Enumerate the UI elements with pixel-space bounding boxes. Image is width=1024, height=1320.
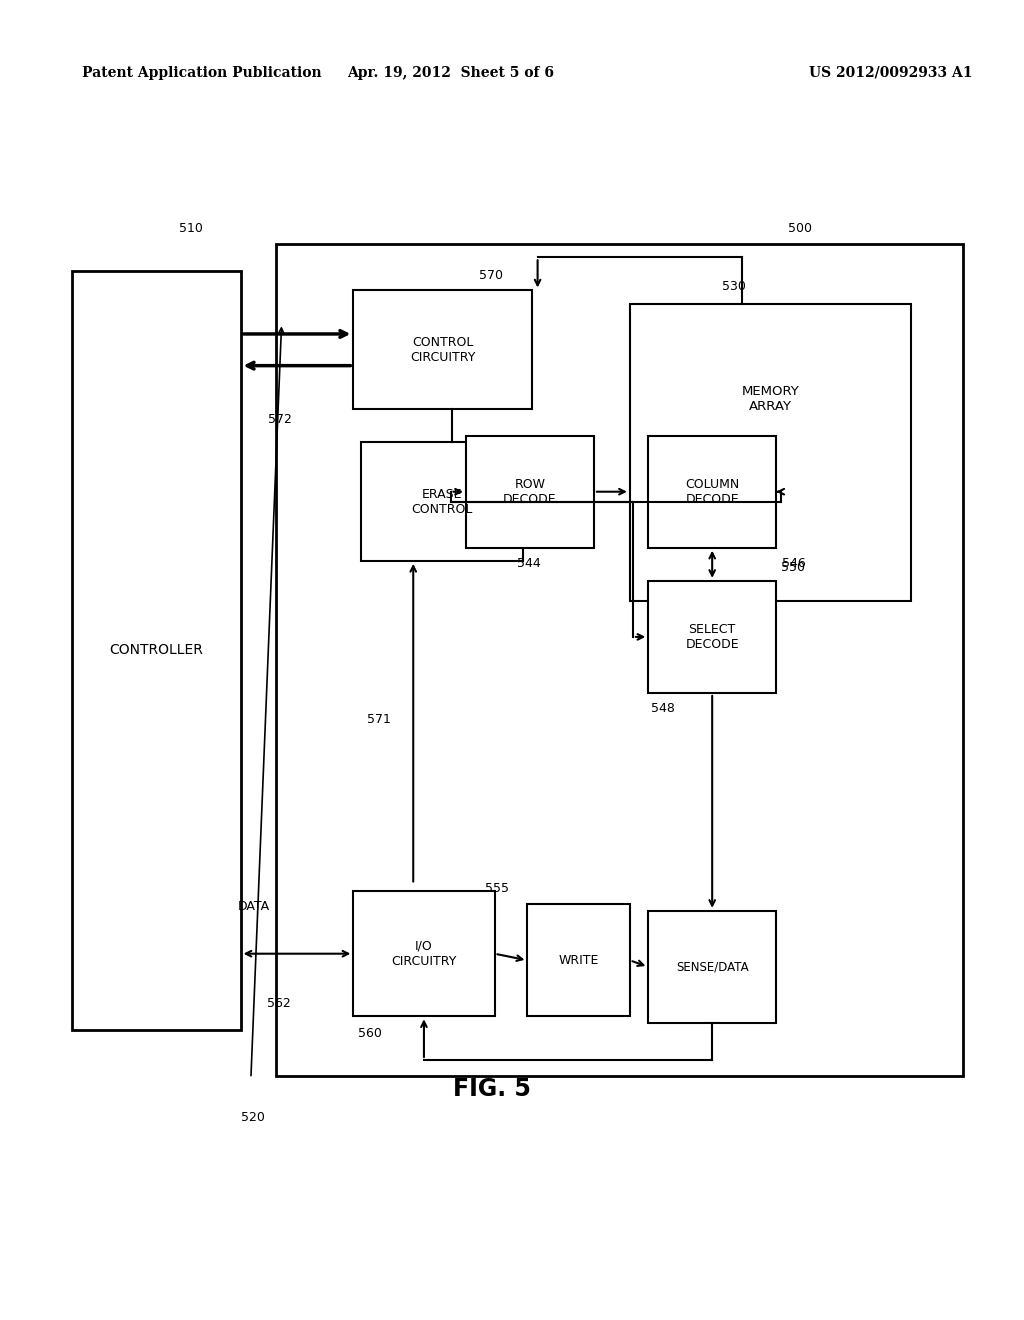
Bar [527, 904, 630, 1016]
Text: DATA: DATA [238, 900, 270, 913]
Text: 520: 520 [241, 1111, 264, 1125]
Text: 555: 555 [485, 882, 509, 895]
Text: 570: 570 [479, 269, 503, 282]
Text: WRITE: WRITE [558, 954, 599, 966]
Bar [72, 271, 241, 1030]
Text: US 2012/0092933 A1: US 2012/0092933 A1 [809, 66, 973, 79]
Text: 546: 546 [782, 557, 806, 570]
Text: 562: 562 [267, 997, 291, 1010]
Text: 530: 530 [722, 280, 745, 293]
Text: I/O
CIRCUITRY: I/O CIRCUITRY [391, 940, 457, 968]
Text: 550: 550 [781, 561, 805, 574]
Text: 560: 560 [358, 1027, 382, 1040]
Text: 510: 510 [179, 222, 203, 235]
Text: 571: 571 [368, 713, 391, 726]
Bar [361, 442, 523, 561]
Bar [353, 891, 495, 1016]
Bar [353, 290, 532, 409]
Bar [630, 304, 911, 601]
Bar [466, 436, 594, 548]
Text: 500: 500 [788, 222, 812, 235]
Text: Apr. 19, 2012  Sheet 5 of 6: Apr. 19, 2012 Sheet 5 of 6 [347, 66, 554, 79]
Bar [648, 911, 776, 1023]
Text: ROW
DECODE: ROW DECODE [503, 478, 557, 506]
Text: ERASE
CONTROL: ERASE CONTROL [412, 487, 473, 516]
Text: COLUMN
DECODE: COLUMN DECODE [685, 478, 739, 506]
Text: MEMORY
ARRAY: MEMORY ARRAY [741, 384, 800, 413]
Bar [648, 581, 776, 693]
Text: CONTROLLER: CONTROLLER [110, 643, 203, 657]
Text: Patent Application Publication: Patent Application Publication [82, 66, 322, 79]
Text: SENSE/DATA: SENSE/DATA [676, 961, 749, 973]
Text: 572: 572 [268, 413, 292, 426]
Text: 544: 544 [517, 557, 541, 570]
Text: SELECT
DECODE: SELECT DECODE [685, 623, 739, 651]
Text: FIG. 5: FIG. 5 [453, 1077, 530, 1101]
Bar [648, 436, 776, 548]
Text: 548: 548 [651, 702, 675, 715]
Text: CONTROL
CIRCUITRY: CONTROL CIRCUITRY [411, 335, 475, 364]
Bar [276, 244, 963, 1076]
